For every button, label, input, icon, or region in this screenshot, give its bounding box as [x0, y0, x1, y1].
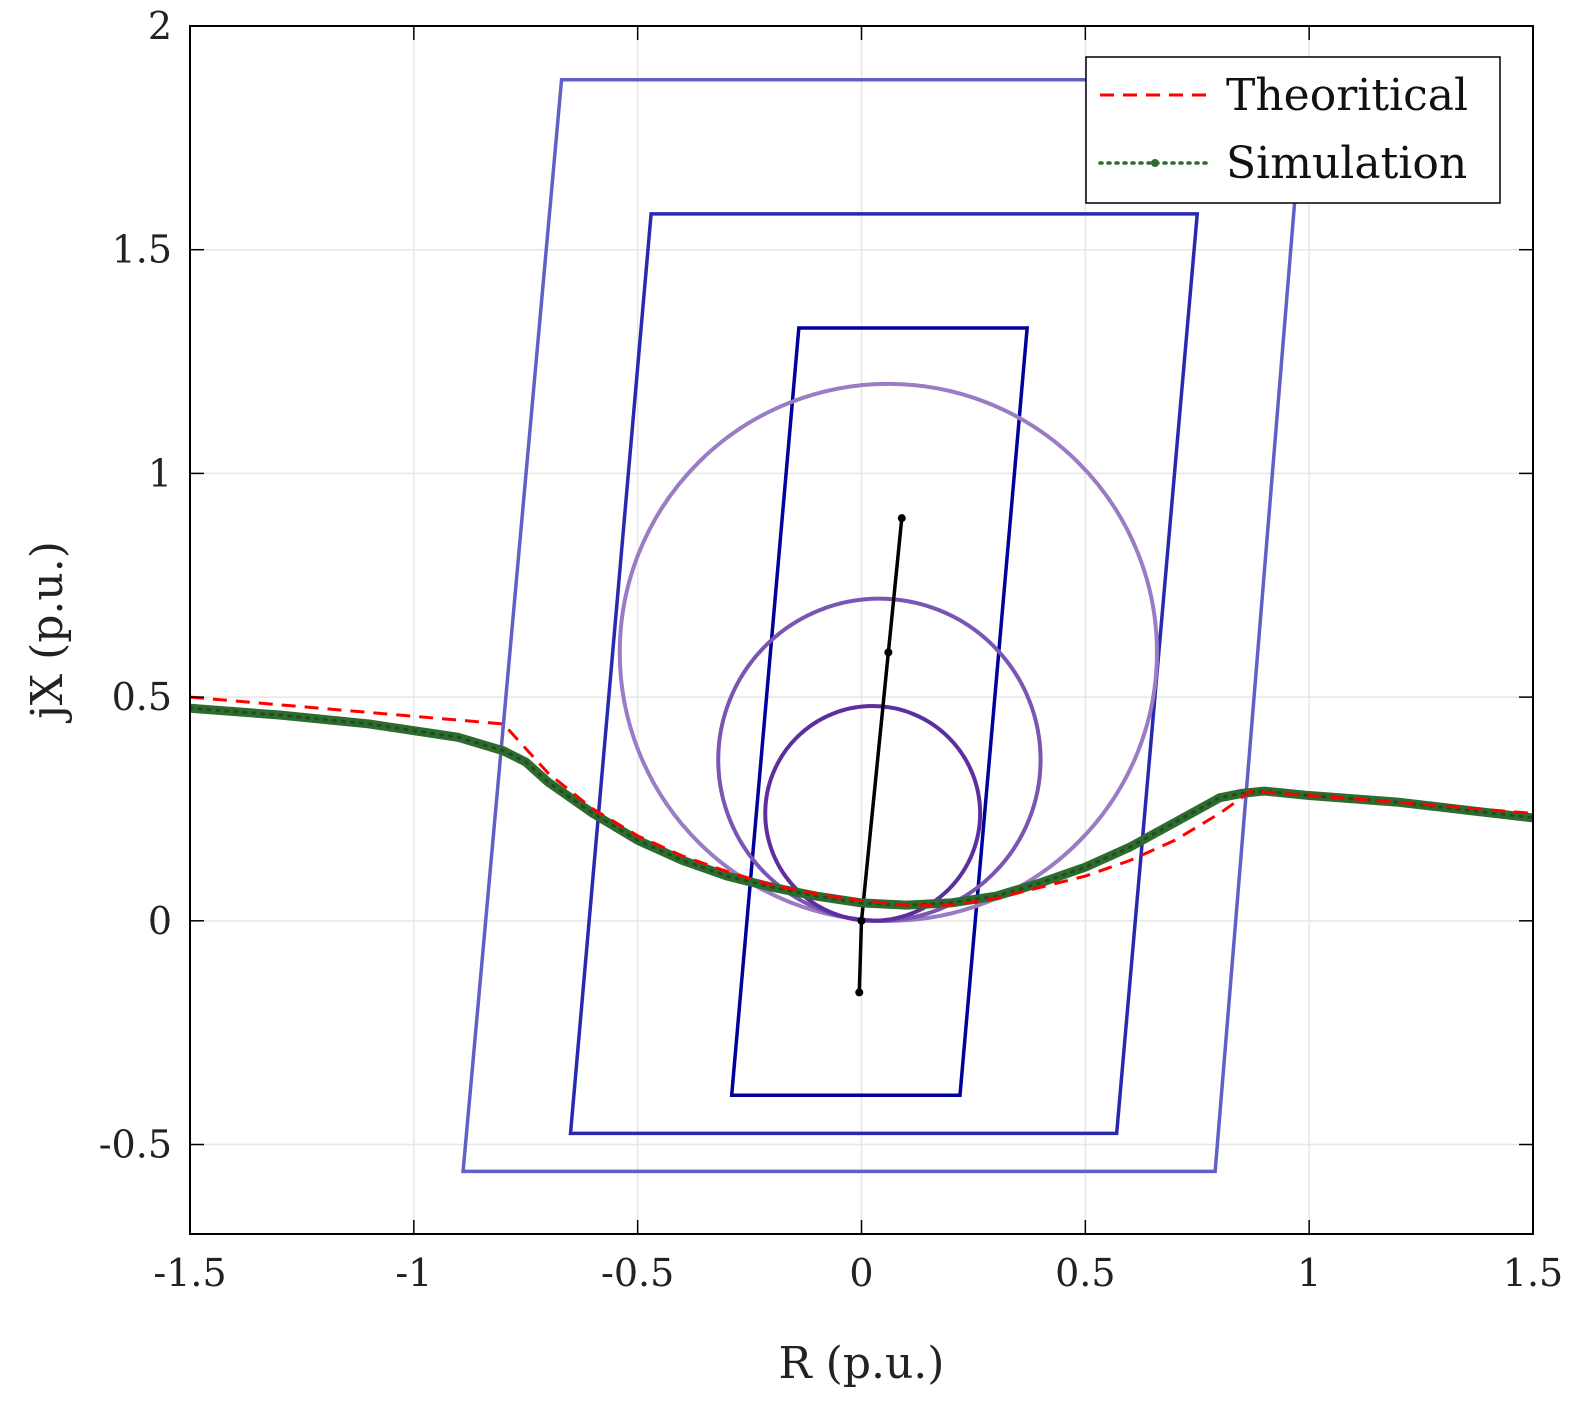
x-axis-ticks: -1.5 -1 -0.5 0 0.5 1 1.5: [153, 26, 1563, 1295]
zone-2-mho-circle: [716, 596, 1043, 923]
x-tick-label: -0.5: [601, 1251, 674, 1295]
x-tick-label: 1: [1297, 1251, 1321, 1295]
zone-3-quadrilateral: [461, 77, 1307, 1174]
zone-1-quadrilateral: [729, 326, 1030, 1098]
x-tick-label: -1.5: [153, 1251, 226, 1295]
series: [190, 695, 1533, 910]
line-impedance-characteristic-point: [884, 648, 893, 657]
x-tick-label: 0: [849, 1251, 873, 1295]
line-impedance-characteristic-point: [855, 988, 864, 997]
x-tick-label: 1.5: [1503, 1251, 1563, 1295]
line-impedance-characteristic-point: [897, 514, 906, 523]
line-impedance-characteristic-point: [857, 916, 866, 925]
legend-item-theoritical: Theoritical: [1100, 70, 1468, 121]
line-impedance-characteristic: [857, 517, 904, 993]
y-axis-label: jX (p.u.): [22, 541, 73, 724]
x-tick-label: -1: [395, 1251, 432, 1295]
series-line-theoritical: [190, 695, 1533, 907]
legend-label: Simulation: [1226, 138, 1467, 189]
legend-label: Theoritical: [1226, 70, 1468, 121]
y-tick-label: 1.5: [112, 228, 172, 272]
series-markers-simulation: [190, 706, 1533, 907]
x-tick-label: 0.5: [1055, 1251, 1115, 1295]
y-tick-label: 0: [148, 899, 172, 943]
zone-1-mho-circle: [763, 704, 983, 923]
y-tick-label: 0.5: [112, 675, 172, 719]
legend-item-simulation: Simulation: [1098, 138, 1467, 189]
legend-box: [1085, 56, 1501, 204]
zone-2-quadrilateral: [568, 212, 1200, 1136]
y-tick-label: 1: [148, 451, 172, 495]
legend: Theoritical Simulation: [1085, 56, 1501, 204]
legend-marker: [1151, 159, 1159, 167]
y-tick-label: -0.5: [99, 1123, 172, 1167]
y-tick-label: 2: [148, 4, 172, 48]
x-axis-label: R (p.u.): [779, 1338, 945, 1389]
grid: [189, 25, 1534, 1234]
y-axis-ticks: -0.5 0 0.5 1 1.5 2: [99, 4, 1533, 1167]
overlays: [461, 77, 1307, 1174]
legend-items: Theoritical Simulation: [1098, 70, 1468, 189]
